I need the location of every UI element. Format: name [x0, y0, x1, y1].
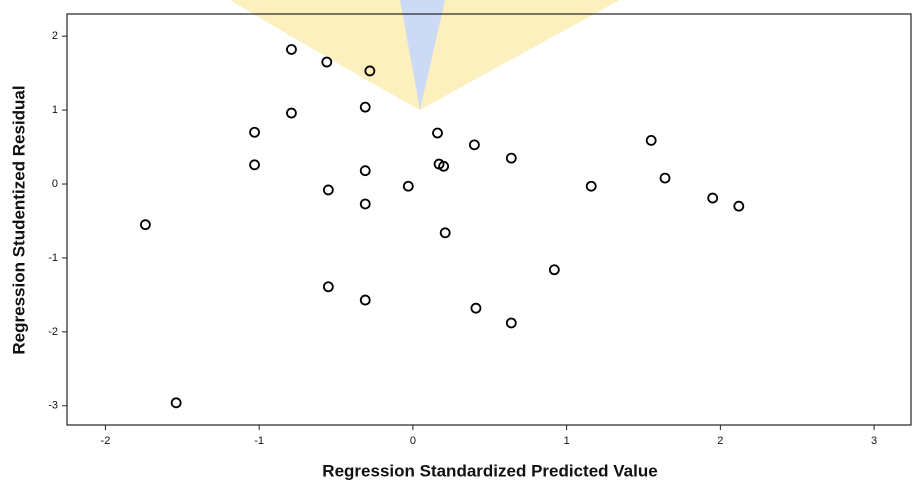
- point: [249, 159, 260, 171]
- point: [286, 107, 297, 119]
- point: [322, 281, 334, 293]
- y-tick-label: 2: [52, 30, 58, 42]
- point: [439, 227, 451, 239]
- x-tick-label: 3: [871, 435, 877, 447]
- point: [140, 219, 151, 231]
- point: [286, 44, 297, 55]
- point: [659, 172, 671, 184]
- point: [505, 152, 517, 164]
- y-tick-label: -1: [48, 252, 58, 264]
- point: [359, 294, 371, 306]
- x-tick-label: 2: [717, 435, 723, 447]
- watermark-shape: [230, 0, 620, 110]
- point: [359, 101, 371, 113]
- point: [505, 317, 517, 329]
- x-tick-label: -1: [254, 435, 264, 447]
- point: [585, 180, 597, 192]
- point: [359, 165, 371, 177]
- y-tick-label: -3: [48, 400, 58, 412]
- y-tick-label: 1: [52, 104, 58, 116]
- y-axis-title: Regression Studentized Residual: [9, 85, 28, 354]
- x-tick-label: 1: [564, 435, 570, 447]
- point: [468, 139, 480, 151]
- watermark-shape: [400, 0, 445, 110]
- point: [359, 198, 371, 210]
- point: [321, 56, 333, 68]
- point: [322, 184, 334, 196]
- point: [170, 397, 182, 409]
- plot-frame: [66, 13, 912, 426]
- point: [470, 302, 482, 314]
- point: [645, 135, 657, 146]
- point: [548, 264, 560, 276]
- point: [402, 180, 414, 192]
- point: [438, 160, 450, 172]
- point: [364, 65, 376, 77]
- x-axis-title: Regression Standardized Predicted Value: [322, 461, 657, 480]
- watermark: [230, 0, 620, 110]
- point: [733, 200, 745, 212]
- x-tick-label: -2: [101, 435, 111, 447]
- y-tick-label: 0: [52, 178, 58, 190]
- point: [249, 126, 260, 138]
- point: [432, 127, 443, 139]
- x-tick-label: 0: [410, 435, 416, 447]
- y-tick-label: -2: [48, 326, 58, 338]
- point: [707, 192, 719, 204]
